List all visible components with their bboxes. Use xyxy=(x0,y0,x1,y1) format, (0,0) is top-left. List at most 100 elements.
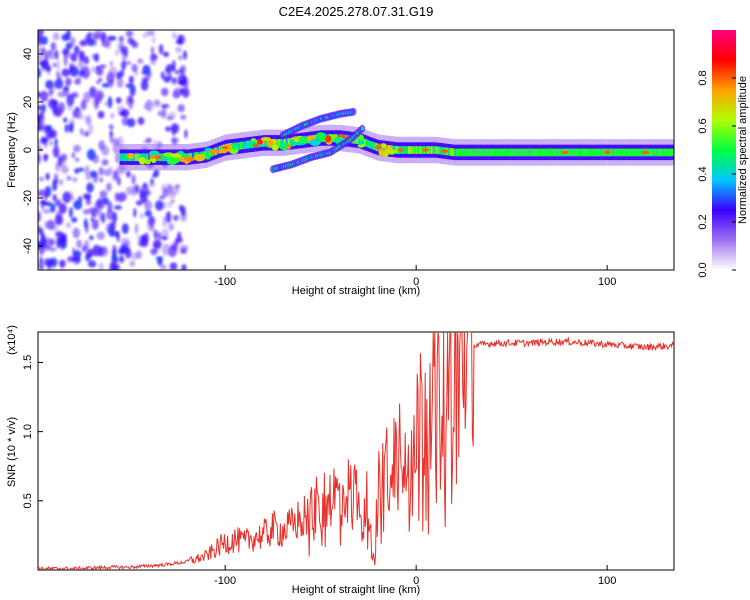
noise-blob xyxy=(38,142,41,148)
noise-blob xyxy=(74,168,80,174)
noise-blob xyxy=(70,53,78,62)
noise-blob xyxy=(170,137,180,144)
noise-blob xyxy=(60,165,69,174)
ridge-core xyxy=(511,148,514,157)
ridge-core xyxy=(392,145,395,154)
ridge-core xyxy=(486,148,489,157)
noise-blob xyxy=(170,79,178,86)
noise-blob xyxy=(174,249,178,255)
noise-blob xyxy=(56,60,60,72)
ridge-core xyxy=(367,140,370,148)
noise-blob xyxy=(181,263,187,270)
noise-blob xyxy=(118,35,124,43)
noise-blob xyxy=(98,262,104,270)
ridge-core xyxy=(132,153,136,162)
noise-blob xyxy=(153,239,162,250)
ridge-core xyxy=(428,146,432,154)
snr-x-tick-label: -100 xyxy=(214,575,236,587)
noise-blob xyxy=(46,219,55,230)
noise-blob xyxy=(83,239,90,252)
noise-blob xyxy=(39,200,48,205)
noise-blob xyxy=(87,207,97,214)
noise-blob xyxy=(40,36,48,45)
ridge-core xyxy=(136,153,139,162)
noise-blob xyxy=(175,39,182,45)
hotspot xyxy=(151,158,157,163)
noise-blob xyxy=(99,64,107,69)
noise-blob xyxy=(73,45,80,54)
hotspot-peak xyxy=(441,149,449,153)
ridge-core xyxy=(661,148,665,157)
noise-blob xyxy=(85,175,91,181)
noise-blob xyxy=(54,199,62,207)
ridge-core xyxy=(547,148,550,157)
noise-blob xyxy=(62,191,71,204)
noise-blob xyxy=(150,56,157,66)
noise-blob xyxy=(63,117,68,123)
ridge-core xyxy=(476,148,479,157)
noise-blob xyxy=(161,104,170,108)
noise-blob xyxy=(140,192,148,204)
noise-blob xyxy=(73,200,83,210)
noise-blob xyxy=(52,146,60,158)
hotspot xyxy=(138,157,146,165)
noise-blob xyxy=(131,174,136,184)
spectrogram-y-tick-label: -40 xyxy=(22,238,34,254)
hotspot xyxy=(254,143,259,148)
ridge-core xyxy=(406,146,409,154)
noise-blob xyxy=(111,266,117,270)
noise-blob xyxy=(39,264,44,270)
snr-y-ticks: 0.5 1.0 1.5 xyxy=(22,355,43,508)
ridge-core xyxy=(436,146,439,155)
noise-blob xyxy=(180,64,186,75)
noise-blob xyxy=(180,114,187,120)
noise-blob xyxy=(55,49,59,60)
noise-blob xyxy=(126,118,136,128)
ridge-core xyxy=(144,153,147,162)
ridge-core xyxy=(520,148,523,157)
ridge-core xyxy=(505,148,508,157)
ridge-core xyxy=(524,148,527,157)
noise-blob xyxy=(107,96,113,109)
noise-blob xyxy=(182,87,190,98)
noise-blob xyxy=(153,100,161,108)
noise-blob xyxy=(57,159,67,168)
noise-blob xyxy=(165,69,172,76)
ridge-core xyxy=(518,148,521,157)
ridge-core xyxy=(469,148,472,157)
ridge-core xyxy=(633,148,636,157)
noise-blob xyxy=(173,87,182,98)
noise-blob xyxy=(42,138,49,143)
ridge-core xyxy=(543,148,546,157)
noise-blob xyxy=(160,71,165,80)
ridge-core xyxy=(203,151,206,159)
noise-blob xyxy=(58,102,65,114)
noise-blob xyxy=(163,75,171,83)
noise-blob xyxy=(85,115,92,125)
ridge-core xyxy=(660,148,663,157)
noise-blob xyxy=(98,209,103,222)
noise-blob xyxy=(183,50,187,60)
noise-blob xyxy=(143,103,150,110)
ridge-core xyxy=(625,148,628,157)
hotspot-peak xyxy=(374,146,382,150)
noise-blob xyxy=(99,177,104,183)
noise-blob xyxy=(54,78,64,90)
ridge-core xyxy=(121,153,124,162)
hotspot xyxy=(205,154,211,160)
ridge-core xyxy=(488,148,491,157)
ridge-core xyxy=(207,150,210,158)
noise-blob xyxy=(91,66,96,73)
hotspot xyxy=(378,149,383,157)
noise-blob xyxy=(115,192,119,202)
ridge-core xyxy=(555,148,558,157)
hotspot xyxy=(257,139,263,145)
noise-blob xyxy=(55,210,63,223)
noise-blob xyxy=(53,173,59,182)
noise-blob xyxy=(96,231,106,240)
hotspot xyxy=(209,149,221,154)
ridge-core xyxy=(218,145,221,154)
ridge-core xyxy=(618,148,621,157)
ridge-core xyxy=(455,148,458,157)
